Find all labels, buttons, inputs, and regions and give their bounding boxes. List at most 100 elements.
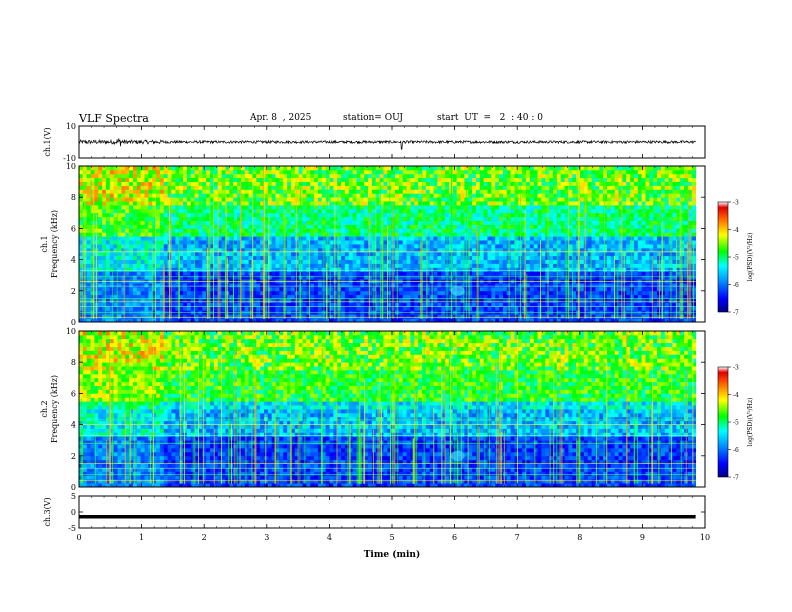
ch1-spec-cell <box>256 208 261 214</box>
ch1-spec-cell <box>337 255 342 260</box>
ch1-spec-cell <box>213 240 219 245</box>
ch1-spec-cell <box>368 271 373 276</box>
ch1-spec-cell <box>329 193 334 198</box>
ch1-spec-cell <box>210 212 215 218</box>
ch1-spec-cell <box>117 240 122 245</box>
ch1-spec-cell <box>213 166 219 171</box>
ch1-spec-cell <box>217 181 222 186</box>
ch1-spec-cell <box>190 244 196 249</box>
ch1-spec-cell <box>183 169 188 175</box>
ch1-spec-cell <box>90 247 95 253</box>
ch1-spec-cell <box>210 306 215 311</box>
ch1-spec-cell <box>256 255 261 260</box>
ch1-spec-cell <box>244 185 249 190</box>
ch1-spec-cell <box>140 228 145 233</box>
ch1-spec-cell <box>283 181 288 186</box>
ch1-spec-cell <box>317 197 323 202</box>
ch1-spec-cell <box>452 259 458 264</box>
ch1-spec-cell <box>314 255 319 260</box>
ch1-spec-cell <box>152 259 157 264</box>
ch1-spec-cell <box>549 251 554 257</box>
ch1-spec-cell <box>98 259 103 264</box>
ch1-spec-cell <box>90 306 95 311</box>
ch1-spec-cell <box>325 169 330 175</box>
ch1-spec-cell <box>148 177 153 182</box>
ch1-spec-cell <box>456 247 461 253</box>
ch1-spec-cell <box>136 247 142 253</box>
ch1-spec-cell <box>152 193 157 198</box>
ch1-spec-cell <box>290 314 296 319</box>
ch1-spec-cell <box>410 302 415 307</box>
ch1-spec-cell <box>244 251 249 257</box>
ch1-spec-cell <box>402 286 407 292</box>
ch1-spec-cell <box>267 228 273 233</box>
ch1-spec-cell <box>275 193 280 198</box>
ch1-spec-cell <box>152 267 157 272</box>
ch1-spec-cell <box>483 208 488 214</box>
ch1-spec-cell <box>302 267 307 272</box>
ch1-spec-cell <box>109 232 115 237</box>
ch1-spec-cell <box>263 189 269 194</box>
ch1-spec-cell <box>275 240 280 245</box>
ch1-spec-cell <box>140 286 145 292</box>
ch1-spec-cell <box>414 240 419 245</box>
ch1-spec-cell <box>395 166 400 171</box>
ch1-spec-cell <box>483 232 488 237</box>
ch1-spec-cell <box>132 173 138 179</box>
ch1-spec-cell <box>275 247 280 253</box>
ch1-spec-cell <box>441 286 446 292</box>
ch1-spec-cell <box>171 259 176 264</box>
ch1-spec-cell <box>179 197 184 202</box>
ch1-spec-cell <box>329 259 334 264</box>
ch1-spec-cell <box>117 236 122 241</box>
ch1-spec-cell <box>383 189 388 194</box>
ch1-spec-cell <box>375 232 380 237</box>
ch1-spec-cell <box>171 224 176 229</box>
ch1-spec-cell <box>279 251 284 257</box>
ch1-spec-cell <box>325 220 330 225</box>
ch1-spec-cell <box>425 169 431 175</box>
ch1-spec-cell <box>495 224 500 229</box>
ch1-spec-cell <box>364 220 369 225</box>
ch1-spec-cell <box>279 286 284 292</box>
ch1-spec-cell <box>514 259 519 264</box>
ch1-spec-cell <box>433 208 438 214</box>
ch1-spec-cell <box>502 275 508 280</box>
ch1-spec-cell <box>82 169 88 175</box>
ch1-spec-cell <box>371 181 377 186</box>
ch1-spec-cell <box>556 228 562 233</box>
ch1-spec-cell <box>175 283 180 288</box>
ch1-spec-cell <box>499 208 504 214</box>
ch1-spec-cell <box>194 247 199 253</box>
ch1-spec-cell <box>456 197 461 202</box>
ch1-spec-cell <box>271 314 276 319</box>
ch1-spec-cell <box>491 201 496 206</box>
ch1-spec-cell <box>260 197 265 202</box>
ch1-spec-cell <box>333 251 338 257</box>
ch1-spec-cell <box>306 228 311 233</box>
ch1-spec-cell <box>306 193 311 198</box>
ch1-spec-cell <box>495 263 500 268</box>
ch1-spec-cell <box>452 189 458 194</box>
ch1-spec-cell <box>414 181 419 186</box>
ch1-spec-cell <box>306 244 311 249</box>
ch1-spec-cell <box>391 318 396 323</box>
ch1-spec-cell <box>132 255 138 260</box>
ch1-spec-cell <box>452 298 458 303</box>
ch1-spec-cell <box>502 247 508 253</box>
ch1-spec-cell <box>179 220 184 225</box>
ch1-spec-cell <box>514 177 519 182</box>
ch1-spec-cell <box>140 271 145 276</box>
ch1-spec-cell <box>248 166 253 171</box>
ch1-spec-cell <box>121 189 126 194</box>
ch1-spec-cell <box>502 255 508 260</box>
ch1-spec-cell <box>418 286 423 292</box>
ch1-spec-cell <box>545 286 550 292</box>
ch1-spec-cell <box>79 298 84 303</box>
ch1-spec-cell <box>82 193 88 198</box>
ch1-spec-cell <box>483 197 488 202</box>
ch1-spec-cell <box>456 216 461 221</box>
ch1-spec-cell <box>144 177 149 182</box>
ch1-spec-cell <box>302 263 307 268</box>
ch1-spec-cell <box>90 244 95 249</box>
